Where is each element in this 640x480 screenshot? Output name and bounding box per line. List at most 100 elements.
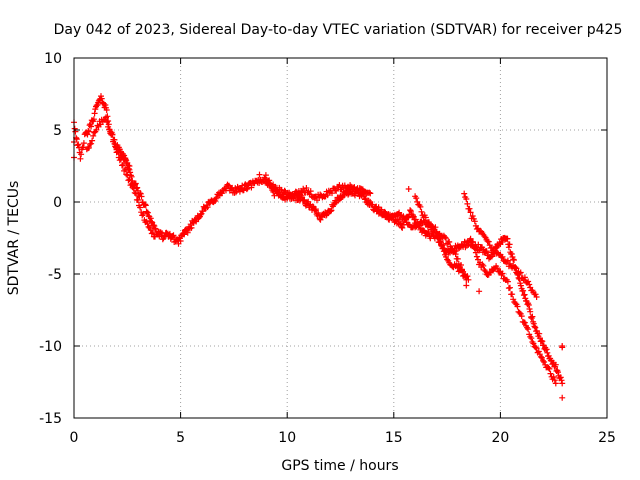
data-point <box>521 291 528 298</box>
data-point <box>405 186 412 192</box>
data-point <box>98 95 105 102</box>
data-point <box>536 351 543 358</box>
data-point <box>552 380 559 387</box>
data-point <box>367 190 374 197</box>
data-point <box>536 330 543 337</box>
data-point <box>494 265 501 272</box>
data-point <box>73 136 80 143</box>
x-tick-label: 25 <box>598 430 616 446</box>
data-point <box>200 208 206 215</box>
data-point <box>551 377 558 384</box>
data-point <box>312 206 319 213</box>
data-point <box>420 217 427 224</box>
data-point <box>559 380 566 387</box>
data-point <box>123 171 130 178</box>
data-point <box>525 278 532 285</box>
data-point <box>131 189 138 196</box>
data-point <box>461 190 468 197</box>
data-point <box>132 190 139 197</box>
data-point <box>557 374 564 381</box>
data-point <box>504 257 511 264</box>
data-point <box>85 144 92 151</box>
data-point <box>530 340 537 347</box>
data-point <box>525 326 532 333</box>
data-point <box>517 282 524 289</box>
data-point <box>128 181 135 187</box>
data-point <box>281 187 288 194</box>
data-point <box>103 114 109 121</box>
data-point <box>533 294 540 300</box>
data-point <box>504 278 511 285</box>
data-point <box>550 374 557 380</box>
data-point <box>539 354 545 361</box>
data-point <box>140 210 147 217</box>
data-point <box>471 218 478 225</box>
data-point <box>518 313 525 320</box>
data-point <box>511 257 517 263</box>
data-point <box>71 125 78 132</box>
y-tick-label: 10 <box>44 51 62 67</box>
data-point <box>102 102 109 108</box>
data-point <box>506 241 513 248</box>
data-point <box>317 216 324 223</box>
data-point <box>188 224 195 231</box>
data-point <box>469 213 476 219</box>
data-point <box>197 211 204 218</box>
y-tick-label: -5 <box>48 267 62 283</box>
data-point <box>159 236 166 243</box>
data-point <box>531 323 538 330</box>
data-point <box>463 282 470 289</box>
data-point <box>507 284 513 291</box>
data-point <box>413 195 420 202</box>
data-point <box>529 313 536 320</box>
data-point <box>366 189 373 196</box>
data-point <box>532 324 539 331</box>
data-point <box>77 155 84 162</box>
data-point <box>169 233 176 239</box>
y-tick-labels: -15 -10 -5 0 5 10 <box>39 51 62 427</box>
data-point <box>472 249 479 256</box>
data-point <box>94 122 101 129</box>
data-point <box>431 226 438 233</box>
x-axis-label: GPS time / hours <box>281 458 398 474</box>
data-point <box>90 116 97 123</box>
data-point <box>482 268 489 275</box>
data-point <box>278 186 285 193</box>
data-point <box>471 245 478 252</box>
data-point <box>453 262 460 269</box>
y-tick-label: 0 <box>53 195 62 211</box>
data-point <box>142 201 149 208</box>
x-tick-label: 20 <box>491 430 509 446</box>
data-point <box>546 365 553 372</box>
data-point <box>301 196 308 203</box>
data-point <box>184 229 191 236</box>
data-point <box>117 156 124 163</box>
data-point <box>193 218 200 225</box>
data-point <box>88 123 95 130</box>
data-point <box>109 131 116 138</box>
data-point <box>440 248 447 255</box>
data-point <box>300 185 307 192</box>
data-point <box>243 186 250 193</box>
data-point <box>170 232 177 239</box>
data-point <box>407 207 414 214</box>
data-point <box>111 136 118 143</box>
data-point <box>103 107 110 113</box>
data-point <box>144 220 151 227</box>
data-point <box>142 202 149 209</box>
data-point <box>555 369 561 376</box>
data-point <box>464 273 471 280</box>
data-point <box>509 291 516 298</box>
data-point <box>147 215 154 222</box>
data-point <box>268 182 275 189</box>
data-point <box>104 119 110 126</box>
data-point <box>476 288 483 295</box>
data-point <box>489 253 495 260</box>
y-tick-label: -10 <box>39 339 62 355</box>
data-point <box>558 377 565 384</box>
data-point <box>105 118 112 124</box>
data-point <box>204 204 211 211</box>
data-point <box>422 214 429 221</box>
data-point <box>90 132 97 139</box>
data-point <box>75 141 82 148</box>
